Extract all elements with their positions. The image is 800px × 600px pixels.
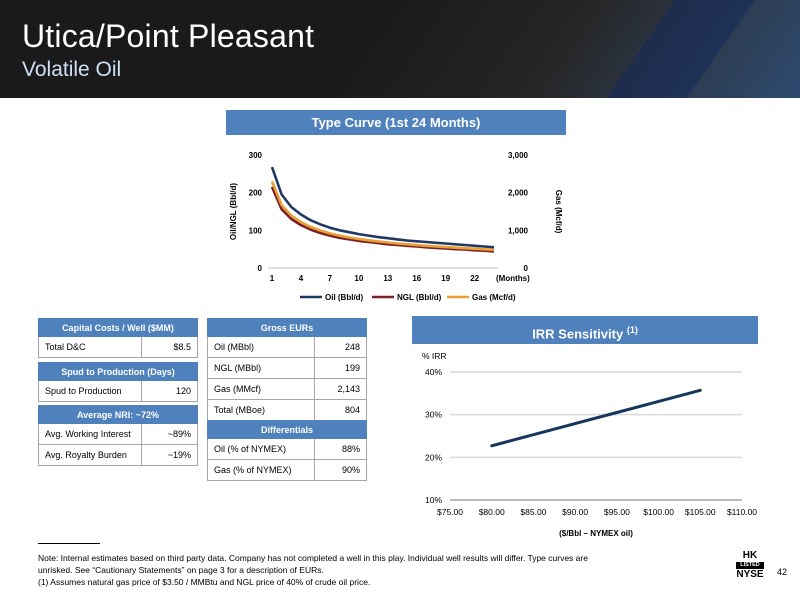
y-tick-label: 0 bbox=[258, 264, 263, 273]
y-tick-label: 30% bbox=[425, 410, 442, 420]
logo-exchange: NYSE bbox=[736, 569, 764, 580]
y2-tick-label: 1,000 bbox=[508, 226, 529, 235]
x-tick-label: 13 bbox=[383, 274, 392, 283]
table-cell-label: Avg. Working Interest bbox=[38, 423, 142, 445]
table-cell-label: Oil (MBbl) bbox=[207, 336, 315, 358]
y-tick-label: 20% bbox=[425, 452, 442, 462]
footnote-line: Note: Internal estimates based on third … bbox=[38, 553, 588, 563]
y-tick-label: 100 bbox=[249, 226, 263, 235]
table-cell-value: 804 bbox=[314, 399, 367, 421]
differentials-header: Differentials bbox=[207, 420, 367, 439]
page-title: Utica/Point Pleasant bbox=[22, 18, 315, 54]
differentials-table: Differentials Oil (% of NYMEX) 88% Gas (… bbox=[207, 420, 367, 481]
table-cell-value: ~19% bbox=[141, 444, 198, 466]
table-row: Gas (% of NYMEX) 90% bbox=[207, 459, 367, 481]
x-tick-label: 1 bbox=[270, 274, 275, 283]
table-row: Avg. Working Interest ~89% bbox=[38, 423, 198, 445]
irr-series-line bbox=[490, 388, 702, 448]
table-row: NGL (MBbl) 199 bbox=[207, 357, 367, 379]
table-row: Gas (MMcf) 2,143 bbox=[207, 378, 367, 400]
table-cell-label: Total (MBoe) bbox=[207, 399, 315, 421]
x-tick-label: $105.00 bbox=[685, 507, 716, 517]
logo-listed: LISTED bbox=[736, 562, 764, 569]
x-tick-label: 10 bbox=[354, 274, 363, 283]
legend-entry: NGL (Bbl/d) bbox=[397, 293, 442, 302]
nri-header: Average NRI: ~72% bbox=[38, 405, 198, 424]
x-tick-label: $75.00 bbox=[437, 507, 463, 517]
legend-entry: Gas (Mcf/d) bbox=[472, 293, 516, 302]
y2-tick-label: 0 bbox=[524, 264, 529, 273]
table-cell-label: NGL (MBbl) bbox=[207, 357, 315, 379]
x-tick-label: 19 bbox=[441, 274, 450, 283]
footnote: Note: Internal estimates based on third … bbox=[38, 552, 678, 588]
table-cell-label: Gas (MMcf) bbox=[207, 378, 315, 400]
footnote-line: unrisked. See “Cautionary Statements” on… bbox=[38, 565, 324, 575]
irr-title-text: IRR Sensitivity bbox=[532, 326, 624, 342]
x-tick-label: $100.00 bbox=[643, 507, 674, 517]
x-axis-label: (Months) bbox=[496, 274, 530, 283]
page-subtitle: Volatile Oil bbox=[22, 58, 122, 81]
y-axis-label: % IRR bbox=[422, 351, 447, 361]
gross-eurs-table: Gross EURs Oil (MBbl) 248 NGL (MBbl) 199… bbox=[207, 318, 367, 421]
table-cell-label: Avg. Royalty Burden bbox=[38, 444, 142, 466]
x-tick-label: $80.00 bbox=[479, 507, 505, 517]
table-cell-value: 88% bbox=[314, 438, 367, 460]
footnote-line: (1) Assumes natural gas price of $3.50 /… bbox=[38, 577, 371, 587]
capital-costs-table: Capital Costs / Well ($MM) Total D&C $8.… bbox=[38, 318, 198, 358]
nri-table: Average NRI: ~72% Avg. Working Interest … bbox=[38, 405, 198, 466]
table-cell-label: Gas (% of NYMEX) bbox=[207, 459, 315, 481]
table-row: Total (MBoe) 804 bbox=[207, 399, 367, 421]
type-curve-title: Type Curve (1st 24 Months) bbox=[226, 110, 566, 135]
nyse-listed-logo: HK LISTED NYSE bbox=[734, 551, 766, 580]
y-axis-label: Oil/NGL (Bbl/d) bbox=[229, 183, 238, 241]
x-tick-label: 22 bbox=[470, 274, 479, 283]
irr-sensitivity-chart: 10% 20% 30% 40% $75.00 $80.00 $85.00 $90.00 $95.… bbox=[422, 351, 757, 538]
table-cell-label: Total D&C bbox=[38, 336, 142, 358]
x-tick-label: 7 bbox=[328, 274, 333, 283]
table-row: Total D&C $8.5 bbox=[38, 336, 198, 358]
series-line bbox=[270, 166, 495, 249]
table-cell-label: Oil (% of NYMEX) bbox=[207, 438, 315, 460]
table-cell-value: 120 bbox=[141, 380, 198, 402]
table-row: Spud to Production 120 bbox=[38, 380, 198, 402]
x-tick-label: $95.00 bbox=[604, 507, 630, 517]
footnote-divider bbox=[38, 543, 100, 544]
series-line bbox=[270, 186, 495, 253]
irr-title-footnote-ref: (1) bbox=[626, 325, 638, 335]
table-cell-label: Spud to Production bbox=[38, 380, 142, 402]
x-tick-label: 4 bbox=[299, 274, 304, 283]
legend-entry: Oil (Bbl/d) bbox=[325, 293, 364, 302]
table-cell-value: 2,143 bbox=[314, 378, 367, 400]
x-tick-label: $110.00 bbox=[727, 507, 757, 517]
table-cell-value: 90% bbox=[314, 459, 367, 481]
table-row: Avg. Royalty Burden ~19% bbox=[38, 444, 198, 466]
type-curve-chart: 0 100 200 300 0 1,000 2,000 3,000 1 4 7 10 13 16 19 22 (… bbox=[229, 151, 563, 302]
y-tick-label: 40% bbox=[425, 367, 442, 377]
table-cell-value: ~89% bbox=[141, 423, 198, 445]
logo-ticker: HK bbox=[742, 550, 758, 561]
table-cell-value: $8.5 bbox=[141, 336, 198, 358]
table-cell-value: 248 bbox=[314, 336, 367, 358]
capital-costs-header: Capital Costs / Well ($MM) bbox=[38, 318, 198, 337]
y2-tick-label: 3,000 bbox=[508, 151, 529, 160]
slide-header: Utica/Point Pleasant Volatile Oil bbox=[0, 0, 800, 98]
y-tick-label: 10% bbox=[425, 495, 442, 505]
table-row: Oil (% of NYMEX) 88% bbox=[207, 438, 367, 460]
x-tick-label: 16 bbox=[412, 274, 421, 283]
table-cell-value: 199 bbox=[314, 357, 367, 379]
spud-header: Spud to Production (Days) bbox=[38, 362, 198, 381]
irr-sensitivity-title: IRR Sensitivity (1) bbox=[412, 316, 758, 344]
x-axis-label: ($/Bbl – NYMEX oil) bbox=[559, 529, 633, 538]
x-tick-label: $85.00 bbox=[520, 507, 546, 517]
y2-axis-label: Gas (Mcf/d) bbox=[554, 190, 563, 234]
page-number: 42 bbox=[777, 567, 788, 577]
x-tick-label: $90.00 bbox=[562, 507, 588, 517]
y2-tick-label: 2,000 bbox=[508, 189, 529, 198]
series-line bbox=[270, 180, 495, 252]
table-row: Oil (MBbl) 248 bbox=[207, 336, 367, 358]
spud-table: Spud to Production (Days) Spud to Produc… bbox=[38, 362, 198, 402]
y-tick-label: 300 bbox=[249, 151, 263, 160]
y-tick-label: 200 bbox=[249, 189, 263, 198]
gross-eurs-header: Gross EURs bbox=[207, 318, 367, 337]
